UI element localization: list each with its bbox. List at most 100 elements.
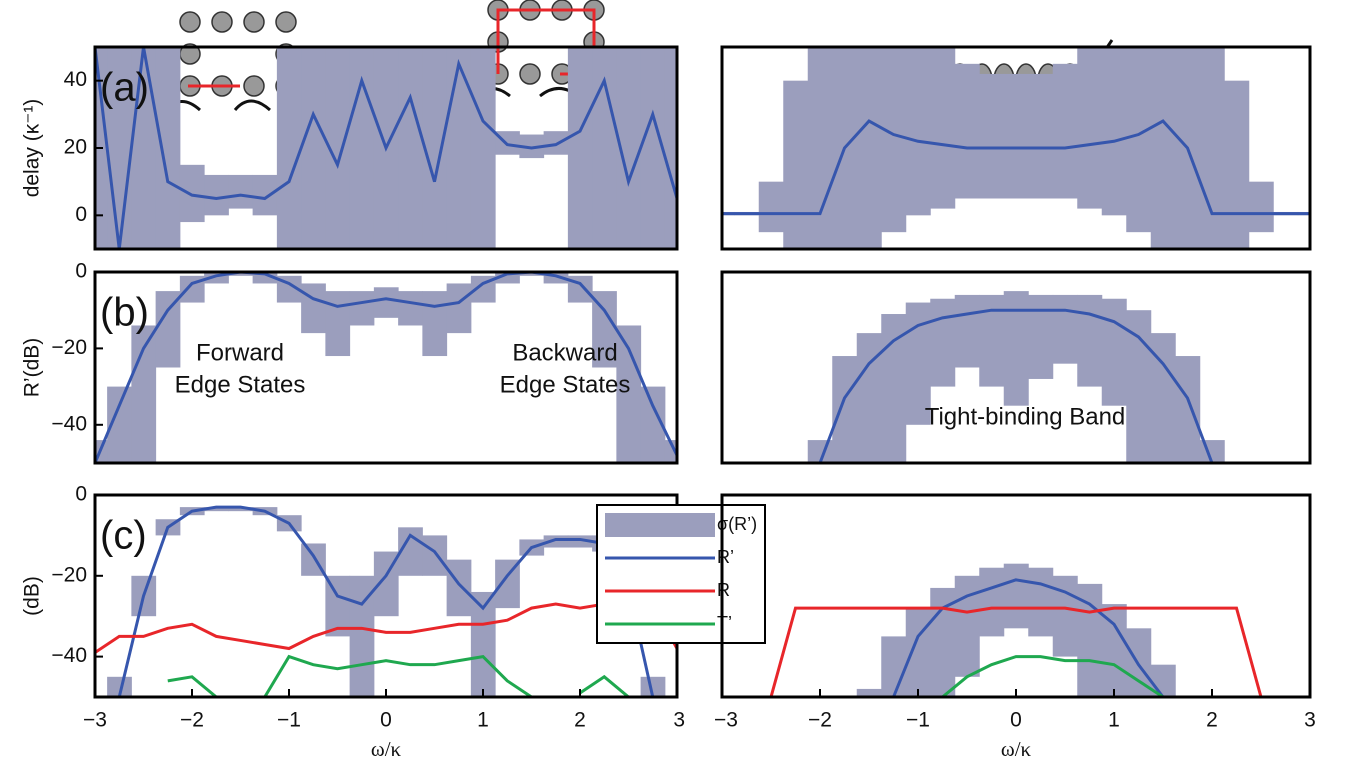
band — [979, 567, 1005, 637]
band — [954, 575, 980, 677]
panel-label: (a) — [100, 66, 149, 110]
x-tick-label: −2 — [180, 709, 204, 732]
y-axis-label: R’(dB) — [21, 338, 44, 398]
series-line — [117, 505, 655, 697]
band — [519, 134, 545, 159]
x-tick-label: 1 — [477, 709, 489, 732]
y-tick-label: −40 — [51, 412, 87, 435]
y-tick-label: 0 — [75, 260, 87, 283]
band — [301, 283, 326, 334]
band — [155, 291, 181, 368]
band — [1028, 294, 1054, 379]
band — [446, 283, 472, 334]
band — [446, 559, 472, 617]
annotation: Tight-binding Band — [925, 403, 1126, 430]
band — [1101, 47, 1127, 216]
x-tick-label: 2 — [574, 709, 586, 732]
band — [783, 80, 809, 249]
y-tick-label: −20 — [51, 563, 87, 586]
band — [470, 47, 496, 249]
band — [979, 73, 1005, 199]
series-line — [769, 606, 1263, 697]
x-tick-label: 0 — [380, 709, 392, 732]
band — [131, 47, 157, 249]
band — [930, 587, 956, 697]
inset-lattice-1 — [163, 11, 297, 113]
band — [107, 47, 132, 249]
legend-swatch — [605, 513, 715, 537]
x-tick-label: −1 — [277, 709, 301, 732]
band — [954, 63, 980, 199]
plot-area — [769, 563, 1263, 697]
y-axis-label: delay (κ⁻¹) — [21, 99, 44, 198]
band — [881, 636, 907, 697]
band — [758, 181, 784, 233]
series-line — [167, 654, 630, 697]
band — [881, 47, 907, 233]
annotation: Edge States — [500, 371, 631, 398]
x-tick-label: −3 — [714, 709, 738, 732]
band — [930, 47, 956, 209]
band — [905, 608, 931, 697]
series-line — [892, 578, 1165, 697]
band — [446, 47, 472, 249]
series-line — [95, 47, 677, 249]
annotation: Forward — [196, 339, 284, 366]
plot-area — [95, 272, 677, 463]
band — [832, 356, 858, 463]
band — [1199, 47, 1225, 249]
legend-label: T’ — [717, 613, 732, 633]
y-tick-label: 40 — [64, 68, 87, 91]
x-tick-label: 3 — [673, 709, 685, 732]
plot-frame — [720, 270, 1312, 465]
band — [1224, 80, 1250, 249]
band — [856, 333, 882, 463]
band — [1028, 567, 1054, 637]
band — [664, 47, 677, 249]
series-line — [941, 655, 1164, 697]
plot-frame — [93, 270, 679, 465]
band — [1150, 47, 1176, 249]
band — [1003, 563, 1029, 629]
y-tick-label: 0 — [75, 203, 87, 226]
band — [1003, 73, 1029, 199]
y-tick-label: 0 — [75, 483, 87, 506]
y-tick-label: −20 — [51, 336, 87, 359]
series-line — [818, 308, 1214, 463]
band — [807, 47, 833, 249]
panel-label: (c) — [100, 514, 147, 558]
series-line — [722, 119, 1310, 216]
band — [204, 272, 229, 284]
band — [228, 272, 254, 276]
y-tick-label: −40 — [51, 644, 87, 667]
band — [856, 688, 882, 697]
panel-label: (b) — [100, 291, 149, 335]
y-axis-label: (dB) — [21, 576, 44, 616]
band — [228, 174, 254, 209]
band — [252, 174, 278, 216]
y-tick-label: 20 — [64, 136, 87, 159]
band — [155, 47, 181, 249]
band — [252, 272, 278, 284]
band — [349, 291, 375, 326]
series-line — [95, 272, 677, 463]
band — [930, 298, 956, 387]
band — [640, 676, 666, 697]
plot-area — [95, 505, 677, 697]
plot-area — [95, 47, 677, 249]
x-tick-label: 1 — [1108, 709, 1120, 732]
series-line — [95, 602, 677, 654]
band — [1248, 181, 1274, 233]
band — [228, 507, 254, 512]
band — [1028, 73, 1054, 199]
annotation: Edge States — [175, 371, 306, 398]
band — [1101, 604, 1127, 697]
band — [1126, 47, 1152, 233]
x-axis-label: ω/κ — [371, 737, 402, 761]
plot-area — [807, 291, 1225, 463]
band — [179, 164, 205, 223]
band — [592, 291, 617, 368]
band — [1052, 63, 1078, 199]
plot-frame — [720, 45, 1312, 251]
